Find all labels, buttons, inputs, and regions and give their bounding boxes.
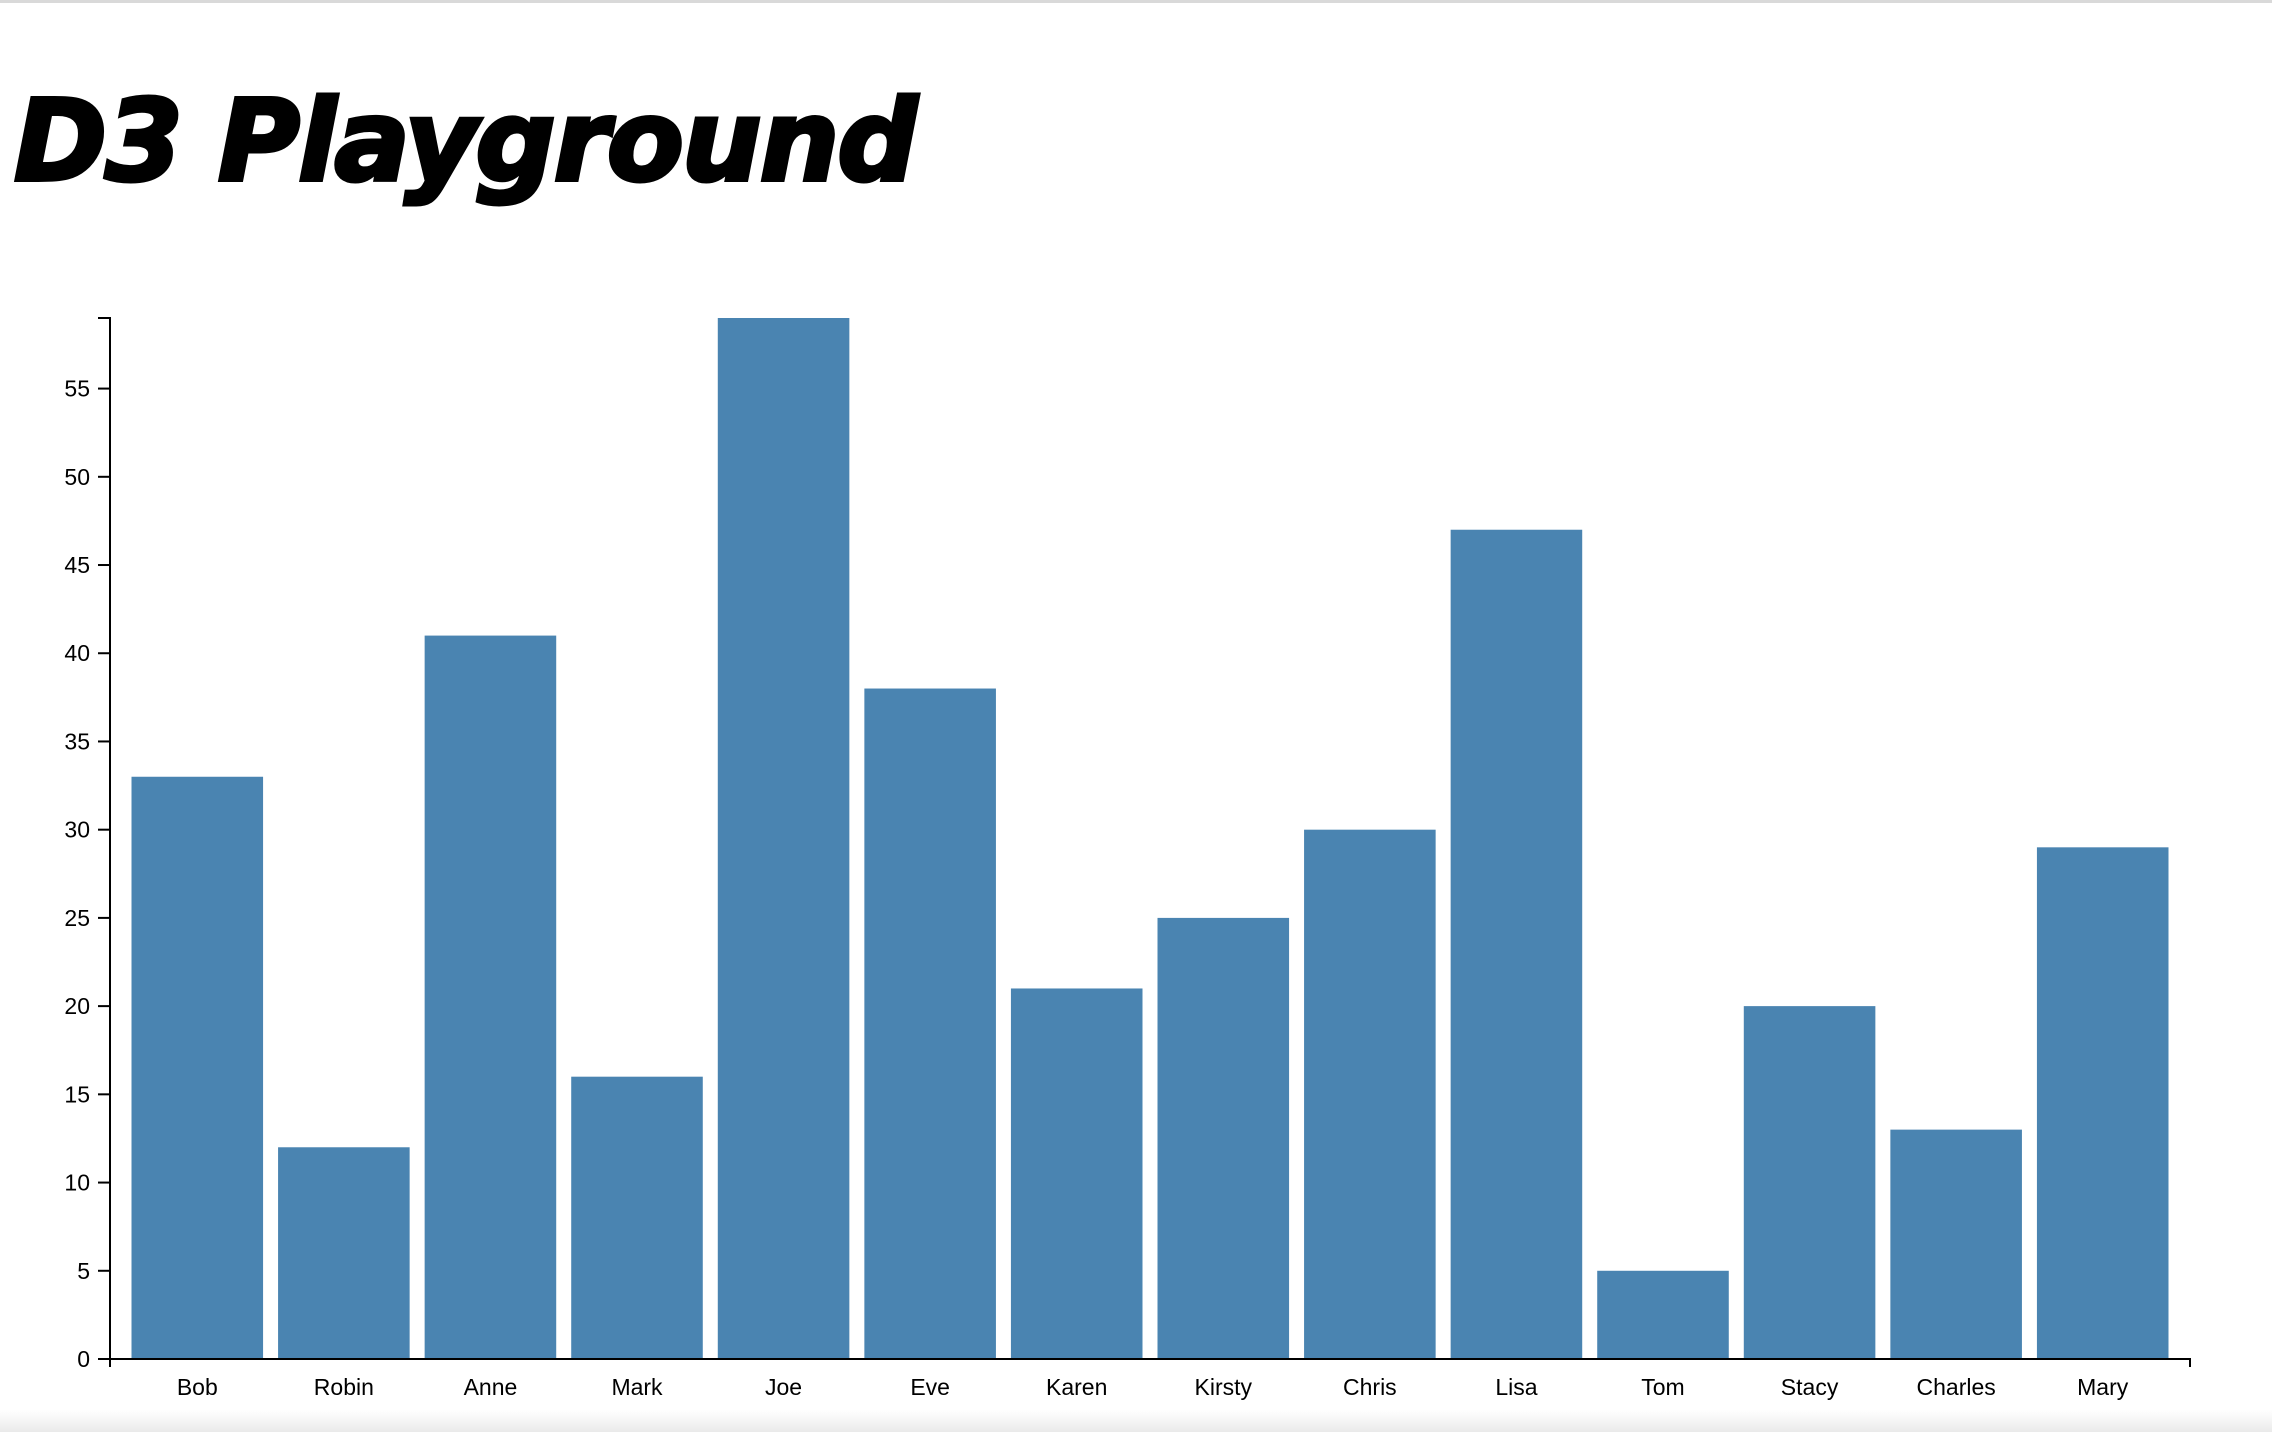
x-axis-line xyxy=(109,1358,2191,1367)
bar-kirsty xyxy=(1157,917,1290,1359)
top-border xyxy=(0,0,2272,3)
page-title: D3 Playground xyxy=(12,75,919,209)
bar-anne xyxy=(424,635,557,1359)
y-tick-label: 30 xyxy=(64,817,90,843)
x-axis: Bob Robin Anne Mark Joe Eve Karen Kirsty Chris Li… xyxy=(109,1358,2191,1400)
x-tick-label: Mark xyxy=(611,1374,663,1400)
bar-karen xyxy=(1010,988,1143,1359)
y-tick-label: 15 xyxy=(64,1081,90,1107)
x-tick-label: Bob xyxy=(177,1374,218,1400)
x-tick-label: Kirsty xyxy=(1195,1374,1253,1400)
y-tick-label: 20 xyxy=(64,993,90,1019)
y-tick-label: 45 xyxy=(64,552,90,578)
bar-joe xyxy=(717,318,850,1359)
bar-stacy xyxy=(1743,1006,1876,1359)
y-tick-label: 5 xyxy=(77,1258,90,1284)
y-tick-label: 10 xyxy=(64,1170,90,1196)
y-tick-label: 50 xyxy=(64,464,90,490)
y-tick-label: 25 xyxy=(64,905,90,931)
x-tick-label: Tom xyxy=(1641,1374,1684,1400)
bar-bob xyxy=(131,776,264,1359)
bar-lisa xyxy=(1450,529,1583,1359)
bar-mark xyxy=(571,1076,703,1359)
bar-charles xyxy=(1890,1129,2022,1359)
x-tick-label: Chris xyxy=(1343,1374,1397,1400)
x-tick-label: Anne xyxy=(464,1374,518,1400)
y-tick-label: 40 xyxy=(64,640,90,666)
bars-group xyxy=(131,318,2169,1359)
x-tick-label: Joe xyxy=(765,1374,802,1400)
x-tick-label: Mary xyxy=(2077,1374,2129,1400)
x-tick-label: Lisa xyxy=(1495,1374,1537,1400)
x-tick-label: Eve xyxy=(910,1374,950,1400)
x-tick-label: Stacy xyxy=(1781,1374,1839,1400)
bar-tom xyxy=(1597,1270,1729,1359)
bar-chris xyxy=(1304,829,1436,1359)
y-axis-line xyxy=(98,317,111,1360)
bottom-shadow xyxy=(0,1410,2272,1432)
x-tick-label: Robin xyxy=(314,1374,374,1400)
y-axis: 0 5 10 15 20 25 30 35 40 45 50 55 xyxy=(64,317,111,1372)
bar-mary xyxy=(2036,847,2169,1359)
y-tick-label: 35 xyxy=(64,728,90,754)
y-tick-label: 55 xyxy=(64,376,90,402)
bar-robin xyxy=(278,1147,410,1359)
x-tick-label: Charles xyxy=(1917,1374,1996,1400)
x-tick-label: Karen xyxy=(1046,1374,1107,1400)
bar-eve xyxy=(864,688,996,1359)
y-tick-label: 0 xyxy=(77,1346,90,1372)
